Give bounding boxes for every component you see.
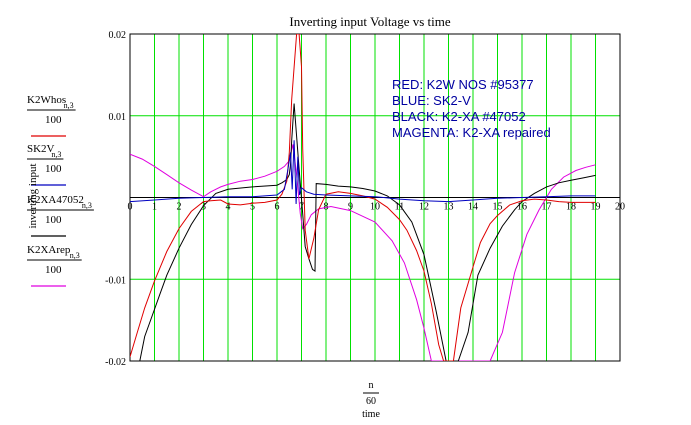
x-tick-label: 7	[299, 202, 304, 213]
series-group	[130, 34, 596, 361]
x-tick-label: 14	[468, 202, 478, 213]
legend-subscript: n,3	[82, 201, 92, 210]
legend-denominator: 100	[45, 163, 62, 175]
x-tick-label: 13	[444, 202, 454, 213]
x-tick-label: 16	[517, 202, 527, 213]
y-tick-labels: 0.02 0.01 -0.01 -0.02	[105, 30, 126, 368]
x-tick-label: 1	[152, 202, 157, 213]
legend: K2Whosn,3100SK2Vn,3100K2XA47052n,3100K2X…	[27, 94, 94, 287]
x-tick-label: 5	[250, 202, 255, 213]
x-tick-label: 6	[275, 202, 280, 213]
y-tick-label: -0.02	[105, 357, 126, 368]
annotation-line: RED: K2W NOS #95377	[392, 77, 534, 92]
legend-denominator: 100	[45, 114, 62, 126]
legend-subscript: n,3	[70, 251, 80, 260]
legend-subscript: n,3	[64, 101, 74, 110]
series-line-k2xa47052	[139, 103, 596, 361]
x-tick-label: 2	[177, 202, 182, 213]
x-tick-label: 3	[201, 202, 206, 213]
legend-subscript: n,3	[51, 150, 61, 159]
x-tick-label: 12	[419, 202, 429, 213]
x-tick-label: 4	[226, 202, 231, 213]
x-axis-label-unit: time	[362, 409, 380, 420]
series-line-k2whos	[130, 34, 596, 361]
x-tick-label: 9	[348, 202, 353, 213]
legend-label: K2XA47052	[27, 194, 84, 206]
legend-label: SK2V	[27, 143, 55, 155]
legend-entry: K2XArep n,3 100	[27, 244, 82, 287]
x-tick-label: 17	[542, 202, 552, 213]
x-axis-label: n 60 time	[362, 380, 380, 420]
x-axis-label-denominator: 60	[366, 396, 376, 407]
x-tick-label: 19	[591, 202, 601, 213]
legend-label: K2XArep	[27, 244, 71, 256]
x-tick-label: 0	[128, 202, 133, 213]
x-tick-label: 18	[566, 202, 576, 213]
x-tick-label: 10	[370, 202, 380, 213]
chart-title: Inverting input Voltage vs time	[289, 14, 451, 29]
series-line-sk2v	[130, 140, 596, 205]
y-tick-label: 0.02	[109, 30, 127, 41]
legend-denominator: 100	[45, 214, 62, 226]
series-line-k2xarep	[130, 144, 596, 361]
annotation-line: BLACK: K2-XA #47052	[392, 109, 526, 124]
x-axis-label-numerator: n	[369, 380, 374, 391]
legend-label: K2Whos	[27, 94, 66, 106]
y-tick-label: 0.01	[109, 112, 127, 123]
y-axis-label: inverting input	[27, 163, 39, 228]
legend-denominator: 100	[45, 264, 62, 276]
annotation-line: MAGENTA: K2-XA repaired	[392, 125, 551, 140]
x-tick-label: 15	[493, 202, 503, 213]
x-tick-label: 11	[395, 202, 405, 213]
y-tick-label: -0.01	[105, 275, 126, 286]
x-tick-label: 20	[615, 202, 625, 213]
annotation-line: BLUE: SK2-V	[392, 93, 471, 108]
